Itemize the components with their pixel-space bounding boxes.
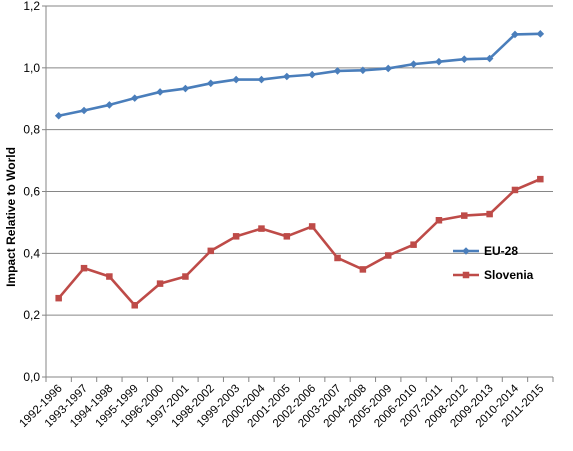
- data-point-eu-28: [333, 67, 342, 75]
- y-tick-label: 0,8: [23, 123, 40, 137]
- legend-label-eu-28: EU-28: [484, 244, 518, 258]
- data-point-slovenia: [232, 233, 240, 240]
- data-point-slovenia: [308, 223, 316, 230]
- y-tick-label: 1,0: [23, 61, 40, 75]
- data-point-slovenia: [106, 273, 113, 280]
- y-tick-labels: 0,0 0,2 0,4 0,6 0,8 1,0 1,2: [23, 0, 40, 384]
- data-point-slovenia: [334, 254, 341, 262]
- data-point-eu-28: [511, 30, 519, 39]
- data-point-slovenia: [258, 225, 265, 232]
- y-tick-label: 0,6: [23, 185, 40, 199]
- data-point-slovenia: [156, 280, 164, 287]
- data-point-slovenia: [80, 264, 88, 272]
- data-point-eu-28: [105, 101, 114, 109]
- data-point-eu-28: [308, 70, 316, 79]
- data-point-slovenia: [537, 175, 544, 183]
- y-tick-label: 0,4: [23, 246, 40, 260]
- data-point-eu-28: [257, 75, 266, 84]
- legend: EU-28 Slovenia: [453, 244, 534, 282]
- data-point-slovenia: [511, 186, 519, 194]
- y-tick-label: 1,2: [23, 0, 40, 13]
- data-point-eu-28: [54, 111, 63, 120]
- data-point-slovenia: [283, 233, 291, 240]
- data-point-slovenia: [384, 252, 392, 259]
- data-point-slovenia: [182, 273, 189, 280]
- legend-item-eu-28: EU-28: [453, 244, 518, 258]
- series-line-slovenia: [57, 177, 541, 307]
- series-group: [54, 30, 545, 309]
- x-tick-labels: 1992-19961993-19971994-19981995-19991996…: [17, 382, 546, 430]
- gridlines: [46, 5, 553, 316]
- series-slovenia: [55, 175, 544, 309]
- legend-marker-slovenia: [462, 271, 470, 279]
- y-tick-label: 0,0: [23, 370, 40, 384]
- data-point-eu-28: [435, 57, 443, 66]
- data-point-eu-28: [460, 55, 469, 63]
- data-point-slovenia: [410, 241, 417, 248]
- data-point-slovenia: [207, 247, 215, 255]
- data-point-slovenia: [435, 217, 443, 224]
- legend-marker-eu-28: [462, 247, 470, 255]
- data-point-eu-28: [536, 30, 545, 38]
- data-point-slovenia: [486, 210, 493, 218]
- axes: [42, 5, 554, 382]
- data-point-slovenia: [359, 266, 367, 273]
- series-eu-28: [54, 30, 545, 120]
- data-point-eu-28: [80, 106, 88, 115]
- data-point-eu-28: [359, 66, 367, 75]
- data-point-eu-28: [156, 88, 164, 96]
- data-point-eu-28: [485, 54, 494, 63]
- data-point-eu-28: [232, 75, 240, 84]
- data-point-slovenia: [55, 294, 62, 302]
- data-point-eu-28: [409, 60, 418, 68]
- data-point-eu-28: [283, 72, 291, 81]
- y-tick-label: 0,2: [23, 308, 40, 322]
- y-axis-title: Impact Relative to World: [4, 147, 18, 287]
- data-point-eu-28: [130, 94, 139, 102]
- legend-item-slovenia: Slovenia: [453, 268, 534, 282]
- data-point-slovenia: [461, 212, 468, 219]
- data-point-eu-28: [181, 84, 190, 93]
- data-point-eu-28: [384, 64, 393, 73]
- series-line-eu-28: [58, 32, 541, 118]
- data-point-eu-28: [206, 79, 215, 88]
- legend-label-slovenia: Slovenia: [484, 268, 534, 282]
- data-point-slovenia: [131, 302, 138, 309]
